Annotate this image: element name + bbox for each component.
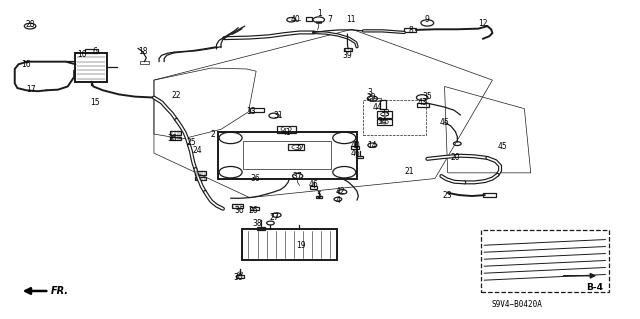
- Bar: [288, 144, 304, 150]
- Text: 27: 27: [269, 213, 279, 222]
- Text: 41: 41: [282, 128, 292, 137]
- Text: 33: 33: [380, 109, 390, 118]
- Bar: [250, 207, 259, 210]
- Text: 36: 36: [167, 134, 177, 143]
- Bar: [170, 137, 181, 140]
- Text: 24: 24: [193, 146, 202, 155]
- Text: 21: 21: [404, 167, 414, 176]
- Text: 22: 22: [172, 92, 181, 100]
- Text: 2: 2: [211, 130, 215, 138]
- Bar: [481, 230, 609, 292]
- Text: 17: 17: [26, 85, 36, 94]
- Bar: [250, 108, 264, 113]
- Bar: [310, 187, 317, 189]
- Text: 34: 34: [378, 117, 387, 126]
- Text: 11: 11: [346, 15, 355, 24]
- Bar: [257, 227, 265, 230]
- Text: 4: 4: [335, 196, 340, 205]
- Bar: [306, 17, 312, 21]
- Text: 45: 45: [497, 142, 507, 151]
- Text: 8: 8: [408, 26, 413, 35]
- Text: 3: 3: [367, 88, 372, 97]
- Bar: [276, 125, 296, 132]
- Bar: [232, 204, 243, 208]
- Bar: [316, 21, 321, 23]
- Text: 13: 13: [246, 108, 256, 116]
- Text: 15: 15: [90, 98, 100, 107]
- Text: 46: 46: [308, 181, 319, 189]
- Bar: [380, 100, 387, 109]
- Bar: [483, 193, 496, 197]
- Text: 19: 19: [296, 241, 306, 250]
- Bar: [243, 141, 332, 169]
- Text: S9V4−B0420A: S9V4−B0420A: [492, 300, 542, 308]
- Text: 1: 1: [317, 9, 323, 18]
- Text: 14: 14: [367, 141, 377, 150]
- Bar: [378, 119, 392, 125]
- Text: 35: 35: [422, 92, 432, 101]
- Bar: [170, 131, 181, 135]
- Bar: [236, 275, 244, 278]
- Bar: [195, 171, 206, 175]
- Bar: [417, 103, 429, 107]
- Bar: [344, 48, 352, 51]
- Text: 45: 45: [440, 117, 449, 127]
- Bar: [218, 131, 357, 179]
- Text: 16: 16: [21, 60, 31, 69]
- Bar: [76, 53, 108, 82]
- Text: 12: 12: [478, 19, 488, 28]
- Text: 25: 25: [186, 138, 196, 147]
- Text: 6: 6: [93, 47, 98, 56]
- Bar: [356, 156, 363, 158]
- Bar: [364, 100, 426, 135]
- Text: 43: 43: [417, 98, 427, 107]
- Text: 31: 31: [274, 111, 284, 120]
- Bar: [140, 61, 149, 64]
- Text: 9: 9: [425, 15, 429, 24]
- Text: 5: 5: [316, 190, 321, 200]
- Text: 32: 32: [295, 144, 305, 153]
- Bar: [242, 229, 337, 260]
- Text: 40: 40: [350, 141, 360, 150]
- Bar: [195, 177, 206, 181]
- Text: 39: 39: [342, 51, 353, 60]
- Text: 30: 30: [234, 273, 243, 282]
- Text: 36: 36: [234, 206, 244, 215]
- Bar: [85, 49, 98, 53]
- Text: 23: 23: [443, 190, 452, 200]
- Text: 26: 26: [248, 206, 258, 215]
- Text: 7: 7: [327, 15, 332, 24]
- Bar: [370, 98, 381, 101]
- Text: 44: 44: [372, 103, 382, 112]
- Text: 46: 46: [350, 149, 360, 158]
- Text: 28: 28: [26, 20, 35, 29]
- Text: 37: 37: [292, 173, 303, 182]
- Text: 38: 38: [253, 219, 262, 227]
- Text: 20: 20: [451, 153, 460, 162]
- Text: 29: 29: [366, 93, 376, 102]
- Bar: [378, 111, 392, 118]
- Text: 40: 40: [291, 15, 301, 24]
- Bar: [316, 196, 322, 198]
- Text: 10: 10: [77, 49, 87, 59]
- Text: B-4: B-4: [586, 283, 603, 292]
- Bar: [404, 28, 416, 33]
- Bar: [351, 146, 359, 149]
- Text: 36: 36: [250, 174, 260, 183]
- Text: 42: 42: [335, 187, 345, 197]
- Text: 18: 18: [138, 47, 147, 56]
- Text: FR.: FR.: [51, 286, 68, 296]
